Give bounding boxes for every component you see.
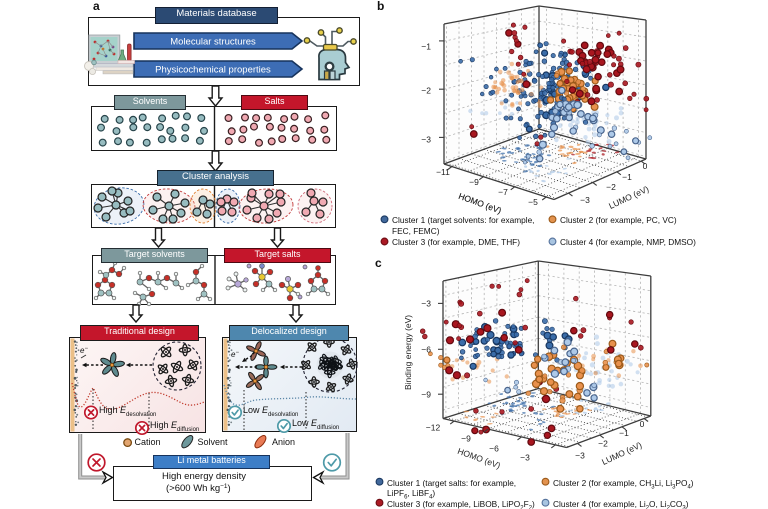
svg-text:Molecular structures: Molecular structures: [170, 36, 256, 47]
svg-text:−5: −5: [528, 197, 538, 207]
svg-text:−11: −11: [436, 167, 450, 177]
svg-text:−6: −6: [489, 444, 499, 454]
svg-text:−3: −3: [575, 451, 585, 461]
svg-text:−3: −3: [580, 195, 590, 205]
svg-text:−3: −3: [421, 135, 431, 145]
svg-text:−9: −9: [461, 434, 471, 444]
svg-text:−1: −1: [421, 42, 431, 52]
svg-text:HOMO (eV): HOMO (eV): [457, 191, 503, 216]
svg-text:−3: −3: [520, 453, 530, 463]
svg-text:−2: −2: [421, 86, 431, 96]
svg-text:−9: −9: [421, 390, 431, 400]
svg-text:−7: −7: [498, 187, 508, 197]
svg-text:−3: −3: [421, 299, 431, 309]
svg-text:0: 0: [640, 419, 645, 429]
svg-text:−1: −1: [622, 172, 632, 182]
svg-text:−2: −2: [598, 439, 608, 449]
svg-text:Binding energy (eV): Binding energy (eV): [403, 315, 413, 390]
svg-text:−12: −12: [426, 423, 441, 433]
svg-text:−2: −2: [606, 182, 616, 192]
svg-text:−6: −6: [421, 345, 431, 355]
svg-text:−9: −9: [469, 177, 479, 187]
svg-text:0: 0: [643, 161, 648, 171]
svg-text:−1: −1: [619, 428, 629, 438]
svg-text:Physicochemical properties: Physicochemical properties: [155, 64, 271, 75]
